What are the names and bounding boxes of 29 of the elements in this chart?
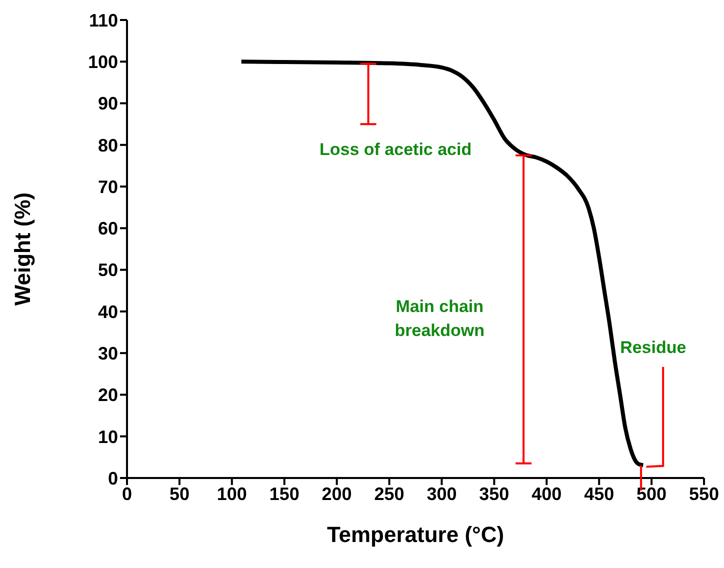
x-axis-title: Temperature (°C) [326,522,504,547]
annotation: Main chain breakdown [394,297,485,340]
x-tick-label: 200 [322,484,352,504]
x-tick-label: 100 [216,484,247,504]
x-tick-label: 500 [636,484,667,504]
y-tick-label: 110 [88,10,118,30]
x-tick-label: 450 [584,484,614,504]
x-tick-label: 400 [532,484,562,504]
y-tick-label: 40 [98,302,118,322]
y-tick-label: 50 [98,260,118,280]
y-tick-label: 10 [98,426,118,447]
y-tick-label: 60 [98,218,118,239]
x-tick-label: 150 [269,484,300,504]
annotation: Loss of acetic acid [320,140,472,160]
annotation: Residue [620,338,686,358]
y-tick-label: 20 [98,385,118,406]
x-tick-label: 0 [122,484,132,504]
x-tick-label: 250 [374,484,404,504]
y-tick-label: 70 [98,176,118,197]
x-tick-label: 300 [426,484,457,504]
x-tick-label: 350 [479,484,510,504]
y-axis-title: Weight (%) [10,192,35,306]
x-tick-label: 550 [688,484,720,504]
y-tick-label: 0 [108,468,118,488]
y-tick-label: 30 [98,343,118,364]
y-tick-label: 90 [98,94,118,114]
y-tick-label: 80 [98,135,118,156]
x-tick-label: 50 [169,484,190,504]
y-tick-label: 100 [88,52,118,72]
